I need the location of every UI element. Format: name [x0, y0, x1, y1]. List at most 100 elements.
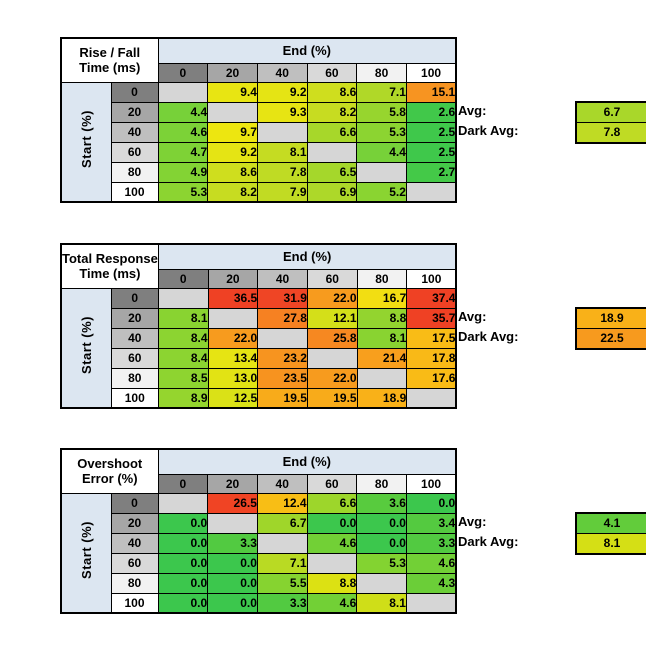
- data-cell: 6.6: [306, 492, 358, 514]
- table-title-cell: Overshoot Error (%): [60, 448, 159, 494]
- data-cell: 31.9: [257, 287, 308, 309]
- header-row: Overshoot Error (%) End (%): [60, 448, 457, 494]
- data-cell: 4.9: [157, 161, 209, 183]
- data-cell: [256, 532, 308, 554]
- data-cell: 3.3: [405, 532, 457, 554]
- table-row: 20 8.1 27.8 12.1 8.8 35.7: [61, 307, 457, 329]
- col-header-cell: 100: [405, 473, 457, 494]
- total-response-time-heatmap: Total Response Time (ms) End (%) 0 20 40 60 80 1…: [60, 243, 458, 409]
- data-cell: 7.9: [256, 181, 308, 203]
- data-cell: 5.3: [356, 121, 407, 143]
- row-header-cell: 80: [110, 367, 159, 389]
- data-cell: 6.5: [306, 161, 358, 183]
- data-cell: [256, 121, 308, 143]
- data-cell: [356, 161, 407, 183]
- header-row: Rise / Fall Time (ms) End (%): [60, 37, 457, 83]
- row-header-cell: 80: [110, 161, 159, 183]
- avg-label: Avg:: [458, 309, 487, 324]
- overshoot-error-heatmap: Overshoot Error (%) End (%) 0 20 40 60 80 100 Sta…: [60, 448, 458, 614]
- dark-avg-value: 8.1: [577, 533, 646, 553]
- data-cell: 9.2: [256, 81, 308, 103]
- avg-value: 4.1: [577, 514, 646, 533]
- data-cell: 3.3: [207, 532, 258, 554]
- row-header-cell: 0: [110, 287, 159, 309]
- data-cell: 19.5: [257, 387, 308, 409]
- row-axis-label-text: Start (%): [78, 110, 94, 169]
- data-cell: 12.4: [256, 492, 308, 514]
- col-header-cell: 20: [207, 473, 258, 494]
- data-cell: 5.3: [157, 181, 209, 203]
- data-cell: 18.9: [356, 387, 408, 409]
- dark-avg-value: 22.5: [577, 328, 646, 348]
- table-row: 60 8.4 13.4 23.2 21.4 17.8: [61, 347, 457, 369]
- avg-label: Avg:: [458, 103, 487, 118]
- col-axis-label: End (%): [157, 243, 457, 270]
- data-cell: 17.5: [406, 327, 457, 349]
- table-row: Start (%) 0 26.5 12.4 6.6 3.6 0.0: [60, 492, 457, 614]
- rise-fall-time-table-group: Rise / Fall Time (ms) End (%) 0 20 40 60 80 100 S…: [60, 37, 646, 203]
- data-cell: 7.1: [256, 552, 308, 574]
- header-row: Total Response Time (ms) End (%): [60, 243, 457, 289]
- data-cell: 22.0: [207, 327, 259, 349]
- row-header-cell: 40: [110, 121, 159, 143]
- data-cell: 3.3: [256, 592, 308, 614]
- data-cell: 8.1: [356, 327, 408, 349]
- data-cell: 0.0: [157, 552, 209, 574]
- data-cell: 8.6: [207, 161, 258, 183]
- overshoot-error-table-group: Overshoot Error (%) End (%) 0 20 40 60 80 100 Sta…: [60, 448, 646, 614]
- table-title-line: Time (ms): [79, 60, 141, 76]
- col-header-cell: 80: [356, 473, 407, 494]
- table-title-line: Rise / Fall: [79, 45, 141, 61]
- dark-avg-value: 7.8: [577, 122, 646, 142]
- data-cell: 8.2: [207, 181, 258, 203]
- data-cell: 0.0: [207, 592, 258, 614]
- row-axis-label: Start (%): [60, 287, 112, 409]
- table-row: 60 4.7 9.2 8.1 4.4 2.5: [61, 141, 457, 163]
- row-axis-label: Start (%): [60, 81, 112, 203]
- data-cell: 16.7: [356, 287, 408, 309]
- data-cell: 21.4: [356, 347, 408, 369]
- table-title-cell: Rise / Fall Time (ms): [60, 37, 159, 83]
- data-cell: 3.4: [405, 512, 457, 534]
- row-header-cell: 0: [110, 81, 159, 103]
- data-cell: 37.4: [406, 287, 457, 309]
- data-cell: 22.0: [306, 287, 358, 309]
- data-cell: 8.9: [157, 387, 209, 409]
- col-header-cell: 100: [406, 268, 457, 289]
- row-header-cell: 100: [110, 181, 159, 203]
- data-cell: 23.2: [257, 347, 308, 369]
- data-cell: 8.5: [157, 367, 209, 389]
- col-header-cell: 0: [157, 62, 209, 83]
- data-cell: 9.4: [207, 81, 258, 103]
- data-cell: 5.8: [356, 101, 407, 123]
- data-cell: [207, 307, 259, 329]
- data-cell: [207, 101, 258, 123]
- data-cell: [207, 512, 258, 534]
- table-row: 100 0.0 0.0 3.3 4.6 8.1: [61, 592, 457, 614]
- dark-avg-label: Dark Avg:: [458, 329, 519, 344]
- table-row: Start (%) 0 36.5 31.9 22.0 16.7 37.4: [60, 287, 457, 409]
- avg-label: Avg:: [458, 514, 487, 529]
- data-cell: 8.8: [306, 572, 358, 594]
- col-header-cell: 20: [207, 62, 258, 83]
- data-cell: 13.4: [207, 347, 259, 369]
- data-cell: 4.6: [157, 121, 209, 143]
- data-cell: 7.8: [256, 161, 308, 183]
- col-header-cell: 60: [306, 268, 358, 289]
- data-cell: 0.0: [356, 532, 407, 554]
- data-cell: 0.0: [157, 572, 209, 594]
- data-cell: [405, 592, 457, 614]
- data-cell: 8.1: [256, 141, 308, 163]
- data-cell: 8.2: [306, 101, 358, 123]
- table-title-line: Error (%): [81, 471, 138, 487]
- avg-value: 18.9: [577, 309, 646, 328]
- data-cell: 4.3: [405, 572, 457, 594]
- row-axis-label-text: Start (%): [78, 316, 94, 375]
- data-cell: 12.5: [207, 387, 259, 409]
- data-cell: 6.6: [306, 121, 358, 143]
- data-cell: 36.5: [207, 287, 259, 309]
- data-cell: [157, 287, 209, 309]
- data-cell: 2.5: [405, 121, 457, 143]
- data-cell: 8.6: [306, 81, 358, 103]
- data-cell: 6.9: [306, 181, 358, 203]
